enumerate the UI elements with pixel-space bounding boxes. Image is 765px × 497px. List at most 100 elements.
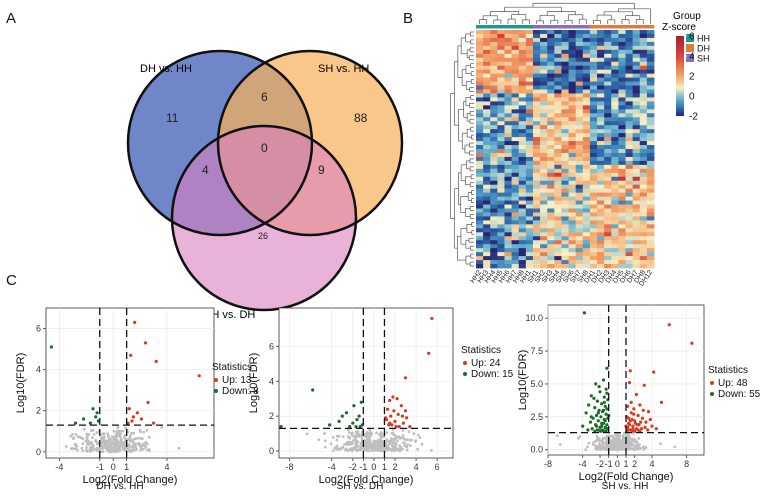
heatmap-cell	[604, 97, 612, 102]
heatmap-cell	[511, 212, 520, 217]
heatmap-cell	[632, 228, 641, 233]
heatmap-cell	[561, 212, 569, 217]
point-up-regulated	[430, 316, 434, 321]
y-axis-label: Log10(FDR)	[517, 350, 529, 411]
point-not-significant	[102, 432, 106, 435]
heatmap-cell	[611, 97, 619, 102]
heatmap-cell	[561, 260, 569, 265]
heatmap-cell	[646, 89, 655, 94]
heatmap-cell	[618, 117, 626, 122]
heatmap-cell	[639, 73, 648, 78]
heatmap-cell	[618, 81, 626, 86]
point-not-significant	[401, 447, 404, 451]
heatmap-cell	[518, 156, 527, 162]
heatmap-cell	[625, 260, 634, 265]
heatmap-cell	[597, 228, 605, 233]
point-not-significant	[642, 448, 646, 451]
heatmap-cell	[490, 65, 498, 71]
point-up-regulated	[640, 416, 645, 420]
heatmap-cell	[597, 97, 605, 102]
heatmap-cell	[532, 97, 541, 102]
heatmap-cell	[561, 117, 569, 122]
heatmap-cell	[476, 93, 484, 98]
heatmap-cell	[525, 89, 534, 94]
heatmap-cell	[639, 208, 648, 213]
heatmap-cell	[561, 89, 569, 94]
heatmap-cell	[582, 236, 591, 241]
heatmap-cell	[518, 228, 527, 233]
heatmap-cell	[618, 160, 626, 166]
point-not-significant	[605, 434, 609, 438]
heatmap-cell	[547, 208, 555, 213]
heatmap-cell	[561, 101, 569, 106]
heatmap-cell	[618, 30, 626, 35]
heatmap-cell	[547, 264, 555, 269]
heatmap-cell	[540, 109, 548, 114]
heatmap-cell	[625, 30, 634, 35]
heatmap-cell	[589, 45, 598, 51]
point-not-significant	[115, 450, 118, 453]
heatmap-cell	[518, 216, 527, 221]
heatmap-cell	[497, 109, 505, 114]
point-not-significant	[394, 436, 398, 440]
heatmap-cell	[639, 37, 648, 43]
heatmap-cell	[518, 208, 527, 213]
heatmap-cell	[497, 69, 505, 75]
heatmap-cell	[568, 69, 577, 75]
point-up-regulated	[133, 320, 137, 324]
heatmap-cell	[511, 45, 520, 51]
heatmap-cell	[646, 164, 655, 170]
point-up-regulated	[392, 409, 396, 413]
heatmap-cell	[561, 168, 569, 174]
heatmap-cell	[625, 236, 634, 241]
heatmap-cell	[639, 164, 648, 170]
heatmap-cell	[525, 196, 534, 201]
point-not-significant	[119, 444, 123, 448]
y-tick-label: 5.0	[530, 379, 543, 389]
heatmap-cell	[632, 180, 641, 186]
heatmap-cell	[476, 133, 484, 138]
point-not-significant	[595, 439, 598, 443]
heatmap-cell	[611, 81, 619, 86]
point-not-significant	[81, 442, 85, 446]
heatmap-cell	[540, 248, 548, 253]
heatmap-group-cell	[568, 25, 576, 29]
x-tick-label: 1	[623, 459, 628, 469]
point-down-regulated	[351, 421, 355, 425]
group-legend-label: SH	[697, 54, 710, 64]
heatmap-cell	[525, 216, 534, 221]
heatmap-cell	[632, 168, 641, 174]
heatmap-cell	[618, 200, 626, 205]
heatmap-cell	[639, 141, 648, 146]
heatmap-cell	[575, 224, 584, 229]
point-not-significant	[146, 448, 149, 452]
heatmap-cell	[497, 164, 505, 170]
point-down-regulated	[605, 366, 609, 370]
heatmap-cell	[589, 93, 598, 98]
heatmap-cell	[597, 133, 605, 138]
point-down-regulated	[589, 394, 593, 398]
heatmap-group-cell	[575, 25, 584, 29]
point-not-significant	[613, 448, 617, 451]
heatmap-cell	[604, 45, 612, 51]
heatmap-cell	[604, 33, 612, 39]
heatmap-cell	[625, 137, 634, 142]
heatmap-cell	[504, 176, 512, 182]
heatmap-cell	[554, 57, 562, 63]
heatmap-cell	[518, 145, 527, 150]
heatmap-cell	[511, 208, 520, 213]
point-not-significant	[112, 437, 116, 441]
heatmap-cell	[540, 224, 548, 229]
heatmap-cell	[625, 97, 634, 102]
heatmap-cell	[540, 176, 548, 182]
point-not-significant	[177, 446, 181, 450]
heatmap-cell	[518, 41, 527, 47]
heatmap-cell	[490, 101, 498, 106]
heatmap-cell	[490, 117, 498, 122]
point-not-significant	[382, 435, 386, 439]
heatmap-cell	[646, 133, 655, 138]
heatmap-cell	[518, 252, 527, 257]
point-not-significant	[608, 434, 612, 438]
heatmap-cell	[625, 228, 634, 233]
heatmap-cell	[582, 37, 591, 43]
